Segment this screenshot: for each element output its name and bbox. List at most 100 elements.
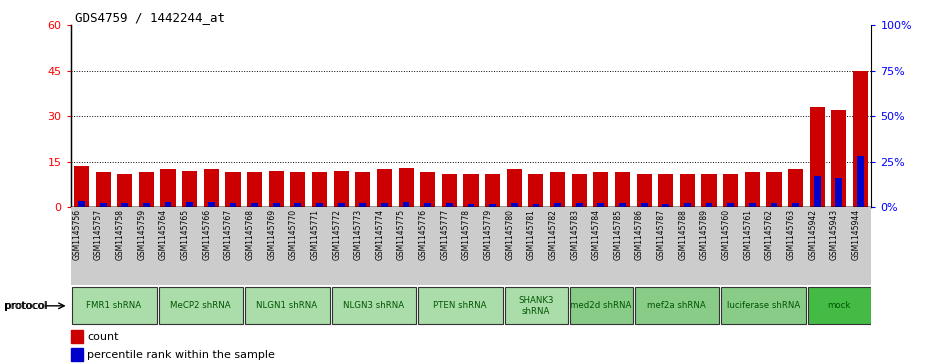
Bar (273, 203, 280, 207)
Text: med2d shRNA: med2d shRNA (570, 301, 631, 310)
Bar (489, 204, 496, 207)
Bar (507, 169, 522, 207)
Bar (420, 172, 435, 207)
Text: SHANK3
shRNA: SHANK3 shRNA (518, 296, 554, 315)
Bar (117, 174, 132, 207)
Text: NLGN1 shRNA: NLGN1 shRNA (256, 301, 317, 310)
Bar (572, 174, 587, 207)
Bar (377, 169, 392, 207)
Text: FMR1 shRNA: FMR1 shRNA (87, 301, 141, 310)
Bar (554, 203, 561, 207)
Text: GSM1145789: GSM1145789 (700, 209, 709, 260)
FancyBboxPatch shape (158, 287, 243, 324)
Bar (550, 172, 565, 207)
Bar (745, 172, 760, 207)
Bar (771, 203, 777, 207)
Text: GSM1145770: GSM1145770 (289, 209, 298, 260)
Bar (398, 168, 414, 207)
Bar (597, 203, 604, 207)
Text: count: count (88, 332, 119, 342)
Text: GSM1145767: GSM1145767 (224, 209, 233, 260)
Text: mef2a shRNA: mef2a shRNA (647, 301, 706, 310)
Text: GSM1145763: GSM1145763 (787, 209, 796, 260)
Bar (727, 203, 734, 207)
Bar (810, 107, 825, 207)
Bar (225, 172, 240, 207)
Bar (143, 203, 150, 207)
Bar (208, 202, 215, 207)
Text: GSM1145765: GSM1145765 (181, 209, 189, 260)
Bar (424, 203, 431, 207)
Bar (593, 172, 609, 207)
Bar (836, 178, 842, 207)
Bar (532, 204, 540, 207)
Bar (576, 203, 582, 207)
FancyBboxPatch shape (570, 287, 633, 324)
Text: NLGN3 shRNA: NLGN3 shRNA (343, 301, 404, 310)
Bar (637, 174, 652, 207)
Bar (78, 200, 85, 207)
Bar (338, 203, 345, 207)
Text: GSM1145780: GSM1145780 (505, 209, 514, 260)
FancyBboxPatch shape (807, 287, 871, 324)
Text: GSM1145759: GSM1145759 (138, 209, 146, 260)
Bar (723, 174, 739, 207)
Bar (788, 169, 804, 207)
FancyBboxPatch shape (722, 287, 806, 324)
Bar (333, 171, 349, 207)
Text: GSM1145779: GSM1145779 (483, 209, 493, 260)
Bar (814, 176, 820, 207)
Bar (317, 203, 323, 207)
Bar (658, 174, 674, 207)
Bar (165, 202, 171, 207)
FancyBboxPatch shape (332, 287, 416, 324)
FancyBboxPatch shape (72, 287, 156, 324)
Bar (615, 172, 630, 207)
Bar (528, 174, 544, 207)
Text: GSM1145784: GSM1145784 (592, 209, 601, 260)
Text: GSM1145787: GSM1145787 (657, 209, 666, 260)
Text: GSM1145783: GSM1145783 (570, 209, 579, 260)
Text: GSM1145761: GSM1145761 (743, 209, 753, 260)
Bar (290, 172, 305, 207)
Text: GSM1145768: GSM1145768 (246, 209, 254, 260)
Bar (749, 203, 755, 207)
Bar (857, 156, 864, 207)
Text: protocol: protocol (5, 301, 47, 311)
Bar (138, 172, 154, 207)
Bar (312, 172, 327, 207)
Bar (831, 110, 847, 207)
Bar (706, 203, 712, 207)
Text: protocol: protocol (4, 301, 46, 311)
Text: GSM1145786: GSM1145786 (635, 209, 644, 260)
Text: MeCP2 shRNA: MeCP2 shRNA (171, 301, 231, 310)
Bar (767, 172, 782, 207)
Bar (463, 174, 479, 207)
Bar (402, 202, 410, 207)
Bar (100, 203, 106, 207)
Text: GSM1145781: GSM1145781 (527, 209, 536, 260)
Text: GSM1145757: GSM1145757 (94, 209, 103, 260)
Text: PTEN shRNA: PTEN shRNA (433, 301, 487, 310)
Bar (467, 204, 475, 207)
Bar (355, 172, 370, 207)
Text: GSM1145942: GSM1145942 (808, 209, 818, 260)
Bar (95, 172, 110, 207)
Bar (792, 203, 799, 207)
Text: GSM1145764: GSM1145764 (159, 209, 168, 260)
Bar (446, 203, 453, 207)
Bar (187, 202, 193, 207)
Text: GSM1145785: GSM1145785 (613, 209, 623, 260)
Bar (73, 166, 89, 207)
Bar (247, 172, 262, 207)
Text: GSM1145944: GSM1145944 (852, 209, 861, 260)
Bar (381, 203, 388, 207)
Bar (684, 203, 690, 207)
Bar (160, 169, 175, 207)
Text: GSM1145774: GSM1145774 (376, 209, 384, 260)
Bar (230, 203, 236, 207)
Text: luciferase shRNA: luciferase shRNA (726, 301, 800, 310)
Text: GSM1145769: GSM1145769 (268, 209, 276, 260)
Bar (71, 330, 83, 343)
Bar (203, 169, 219, 207)
